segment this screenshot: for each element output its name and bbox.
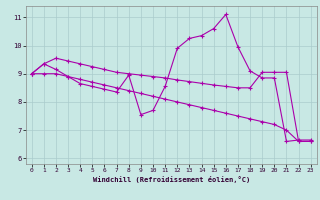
X-axis label: Windchill (Refroidissement éolien,°C): Windchill (Refroidissement éolien,°C) [92,176,250,183]
